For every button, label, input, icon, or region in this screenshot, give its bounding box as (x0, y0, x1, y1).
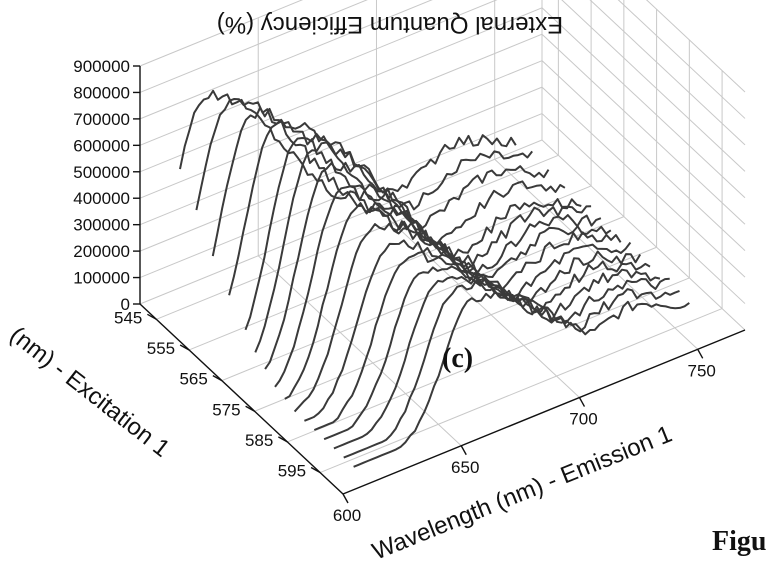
emission-trace (211, 106, 550, 257)
back-wall-gridline (139, 7, 543, 173)
emission-trace (304, 239, 642, 422)
floor-gridline (221, 216, 625, 382)
floor-gridline (188, 185, 592, 351)
emission-trace (333, 275, 670, 450)
x-axis-line (342, 329, 746, 495)
floor-gridline (319, 308, 723, 474)
emission-trace (323, 265, 661, 441)
side-wall-gridline (541, 60, 746, 252)
x-tick-label: 750 (688, 361, 716, 380)
z-tick-label: 400000 (73, 189, 130, 208)
back-wall-gridline (139, 0, 498, 146)
back-wall-gridline (139, 0, 304, 67)
labels-layer: 0 100000 200000 300000 400000 500000 600000 700… (73, 57, 716, 525)
z-tick-label: 800000 (73, 83, 130, 102)
x-tick-label: 650 (451, 458, 479, 477)
z-tick-label: 900000 (73, 57, 130, 76)
x-tick-label: 600 (333, 506, 361, 525)
y-tick (179, 344, 190, 351)
side-wall-gridline (561, 0, 746, 172)
z-tick-label: 300000 (73, 216, 130, 235)
y-tick-label: 595 (278, 462, 306, 481)
emission-trace (343, 279, 680, 459)
y-tick-label: 565 (179, 370, 207, 389)
emission-trace (244, 132, 582, 331)
emission-trace (228, 118, 566, 296)
y-tick (245, 405, 255, 412)
back-wall-gridline (139, 0, 368, 93)
z-tick-label: 700000 (73, 110, 130, 129)
side-wall-gridline (541, 86, 746, 278)
emission-trace (195, 98, 533, 217)
x-tick (342, 493, 349, 504)
x-tick (460, 445, 467, 456)
traces-layer (179, 89, 690, 468)
z-tick-label: 500000 (73, 163, 130, 182)
side-wall-gridline (541, 33, 746, 225)
emission-trace (293, 222, 632, 413)
panel-label: (c) (442, 343, 473, 374)
back-wall-gridline (139, 0, 433, 120)
emission-trace (179, 89, 517, 202)
back-wall-gridline (139, 139, 543, 305)
side-wall-gridline (645, 0, 746, 93)
emission-trace (264, 161, 602, 370)
y-tick (310, 466, 321, 474)
floor-gridline (156, 154, 559, 320)
floor-gridline (254, 246, 657, 412)
y-tick-label: 585 (245, 431, 273, 450)
y-axis-line (139, 303, 344, 495)
figure-label-fragment: Figu (712, 526, 766, 557)
x-tick-label: 700 (569, 410, 597, 429)
back-wall-gridline (139, 33, 543, 199)
z-tick-label: 0 (121, 295, 130, 314)
z-tick-label: 600000 (73, 136, 130, 155)
back-wall-gridline (139, 113, 543, 279)
y-tick-label: 555 (147, 339, 175, 358)
x-tick (697, 348, 704, 359)
floor-gridline (287, 277, 690, 443)
z-tick-label: 200000 (73, 242, 130, 261)
z-tick-label: 100000 (73, 269, 130, 288)
z-axis-title: External Quantum Efficiency (%) (217, 11, 563, 38)
side-wall-gridline (541, 113, 746, 304)
y-tick (212, 375, 223, 382)
y-tick-label: 575 (212, 400, 240, 419)
emission-trace (353, 290, 690, 468)
y-tick-label: 545 (114, 308, 142, 327)
side-wall-gridline (541, 7, 746, 199)
emission-trace (274, 183, 612, 388)
axes-layer (133, 65, 746, 504)
x-axis-title: Wavelength (nm) - Emission 1 (369, 420, 676, 562)
floor-gridline (376, 207, 580, 398)
y-tick (147, 313, 157, 320)
x-tick (578, 397, 586, 407)
side-wall-gridline (617, 0, 746, 119)
side-wall-gridline (541, 139, 746, 331)
y-tick (277, 436, 288, 443)
side-wall-gridline (589, 0, 746, 146)
